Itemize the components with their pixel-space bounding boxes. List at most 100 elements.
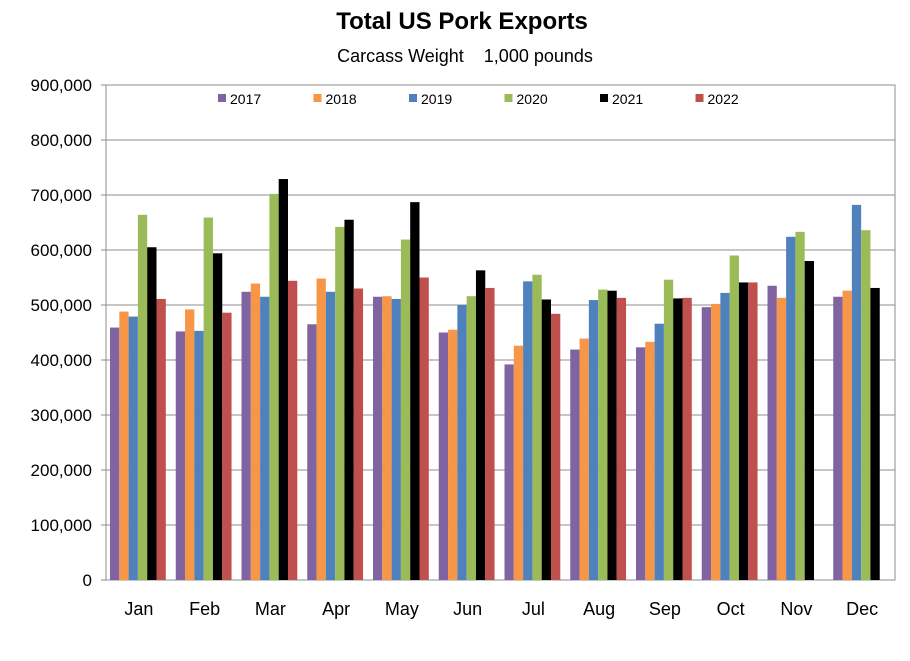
x-tick-label: Jun xyxy=(453,599,482,619)
bar xyxy=(767,285,777,580)
bar xyxy=(673,298,683,580)
x-tick-label: Aug xyxy=(583,599,615,619)
bar xyxy=(804,261,814,580)
bar xyxy=(842,290,852,580)
legend-label: 2022 xyxy=(708,91,739,107)
bar xyxy=(607,290,617,580)
y-tick-label: 300,000 xyxy=(31,406,92,425)
bar xyxy=(438,332,449,580)
bar xyxy=(373,296,383,580)
y-tick-label: 0 xyxy=(83,571,92,590)
bar xyxy=(316,278,326,580)
legend-label: 2018 xyxy=(326,91,357,107)
bar xyxy=(448,329,458,580)
y-tick-label: 400,000 xyxy=(31,351,92,370)
bar xyxy=(833,296,843,580)
legend-swatch xyxy=(409,94,417,102)
x-tick-label: Jul xyxy=(522,599,545,619)
legend-swatch xyxy=(218,94,226,102)
x-tick-label: Dec xyxy=(846,599,878,619)
legend-swatch xyxy=(695,94,704,102)
bar xyxy=(278,179,288,581)
bar xyxy=(645,341,655,580)
bar xyxy=(419,277,429,580)
bar xyxy=(870,287,880,580)
x-tick-label: Jan xyxy=(124,599,153,619)
y-tick-label: 500,000 xyxy=(31,296,92,315)
bar xyxy=(288,280,298,580)
bar xyxy=(551,313,561,580)
bar xyxy=(786,236,796,581)
bar xyxy=(250,283,261,580)
bar xyxy=(795,231,805,580)
bar xyxy=(475,270,486,580)
bar xyxy=(147,247,157,580)
x-tick-label: Mar xyxy=(255,599,286,619)
legend-label: 2020 xyxy=(517,91,548,107)
bar xyxy=(579,338,589,580)
bar xyxy=(353,288,364,580)
bar xyxy=(598,289,608,580)
bar xyxy=(513,345,524,580)
x-tick-label: Apr xyxy=(322,599,350,619)
bar xyxy=(194,330,204,580)
bar xyxy=(466,296,476,580)
plot-area xyxy=(105,84,896,581)
bar xyxy=(588,300,599,580)
bar xyxy=(335,226,345,580)
x-tick-label: Oct xyxy=(717,599,745,619)
x-tick-label: Sep xyxy=(649,599,681,619)
bar xyxy=(410,202,420,580)
bar xyxy=(861,230,871,580)
chart-subtitle: Carcass Weight 1,000 pounds xyxy=(337,46,593,66)
bar xyxy=(748,282,758,580)
bar xyxy=(260,296,270,580)
bar xyxy=(325,291,336,580)
bar xyxy=(663,279,674,580)
x-tick-label: Feb xyxy=(189,599,220,619)
bar xyxy=(119,311,129,580)
bar xyxy=(307,324,317,580)
bar xyxy=(532,274,542,580)
y-tick-label: 700,000 xyxy=(31,186,92,205)
bar xyxy=(570,349,580,580)
bar xyxy=(738,282,749,580)
bar xyxy=(523,281,533,580)
y-tick-label: 900,000 xyxy=(31,76,92,95)
bar xyxy=(720,292,730,580)
y-tick-label: 600,000 xyxy=(31,241,92,260)
bar xyxy=(203,217,213,581)
bar xyxy=(212,253,223,581)
bar xyxy=(269,193,279,580)
x-tick-label: Nov xyxy=(780,599,812,619)
bar xyxy=(851,204,862,580)
bar xyxy=(222,312,232,580)
bar xyxy=(541,299,551,580)
bar xyxy=(185,309,195,580)
bar xyxy=(137,214,148,581)
legend-label: 2019 xyxy=(421,91,452,107)
y-tick-label: 100,000 xyxy=(31,516,92,535)
legend-swatch xyxy=(600,94,608,102)
bar xyxy=(711,303,721,580)
bar xyxy=(457,305,467,580)
bar xyxy=(110,327,120,580)
bar xyxy=(175,331,186,580)
bar xyxy=(636,347,646,580)
legend-label: 2021 xyxy=(612,91,643,107)
y-tick-label: 800,000 xyxy=(31,131,92,150)
x-tick-label: May xyxy=(385,599,419,619)
bar xyxy=(382,296,392,580)
legend-swatch xyxy=(313,94,322,102)
bar xyxy=(729,255,739,580)
bar xyxy=(156,298,166,580)
bar xyxy=(391,298,401,580)
chart-title: Total US Pork Exports xyxy=(336,8,588,35)
y-tick-label: 200,000 xyxy=(31,461,92,480)
bar xyxy=(776,297,787,580)
bar xyxy=(682,297,692,580)
bar xyxy=(654,323,664,580)
bar xyxy=(344,219,354,580)
